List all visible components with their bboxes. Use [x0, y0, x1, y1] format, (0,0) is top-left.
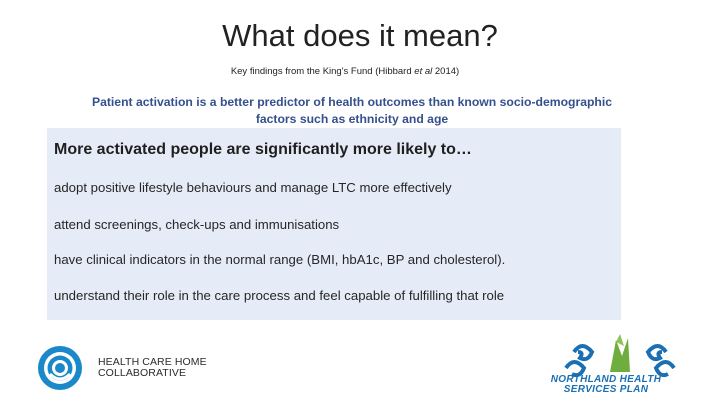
northland-health-logo-icon: [564, 334, 676, 378]
slide-subtitle: Key findings from the King's Fund (Hibba…: [200, 66, 490, 77]
slide-title: What does it mean?: [222, 18, 498, 53]
subtitle-year: 2014): [432, 66, 460, 77]
finding-item: adopt positive lifestyle behaviours and …: [54, 180, 452, 195]
hch-logo-text: HEALTH CARE HOME COLLABORATIVE: [98, 357, 207, 379]
findings-panel: More activated people are significantly …: [47, 128, 621, 320]
subtitle-text: Key findings from the King's Fund (Hibba…: [230, 66, 415, 77]
subtitle-italic: et al: [414, 66, 433, 77]
nhsp-logo-line-2: SERVICES PLAN: [563, 383, 649, 395]
hch-logo-line-1: HEALTH CARE HOME: [98, 356, 207, 368]
finding-item: understand their role in the care proces…: [54, 288, 505, 303]
intro-line-2: factors such as ethnicity and age: [255, 112, 449, 126]
intro-statement: Patient activation is a better predictor…: [52, 94, 652, 128]
intro-line-1: Patient activation is a better predictor…: [91, 95, 613, 109]
nhsp-logo-text: NORTHLAND HEALTH SERVICES PLAN: [522, 375, 690, 394]
hch-logo-line-2: COLLABORATIVE: [98, 367, 187, 379]
panel-heading: More activated people are significantly …: [54, 141, 472, 158]
finding-item: have clinical indicators in the normal r…: [54, 252, 506, 267]
nhsp-logo-line-1: NORTHLAND HEALTH: [550, 374, 662, 385]
health-care-home-logo-icon: [38, 346, 82, 390]
finding-item: attend screenings, check-ups and immunis…: [54, 217, 340, 232]
